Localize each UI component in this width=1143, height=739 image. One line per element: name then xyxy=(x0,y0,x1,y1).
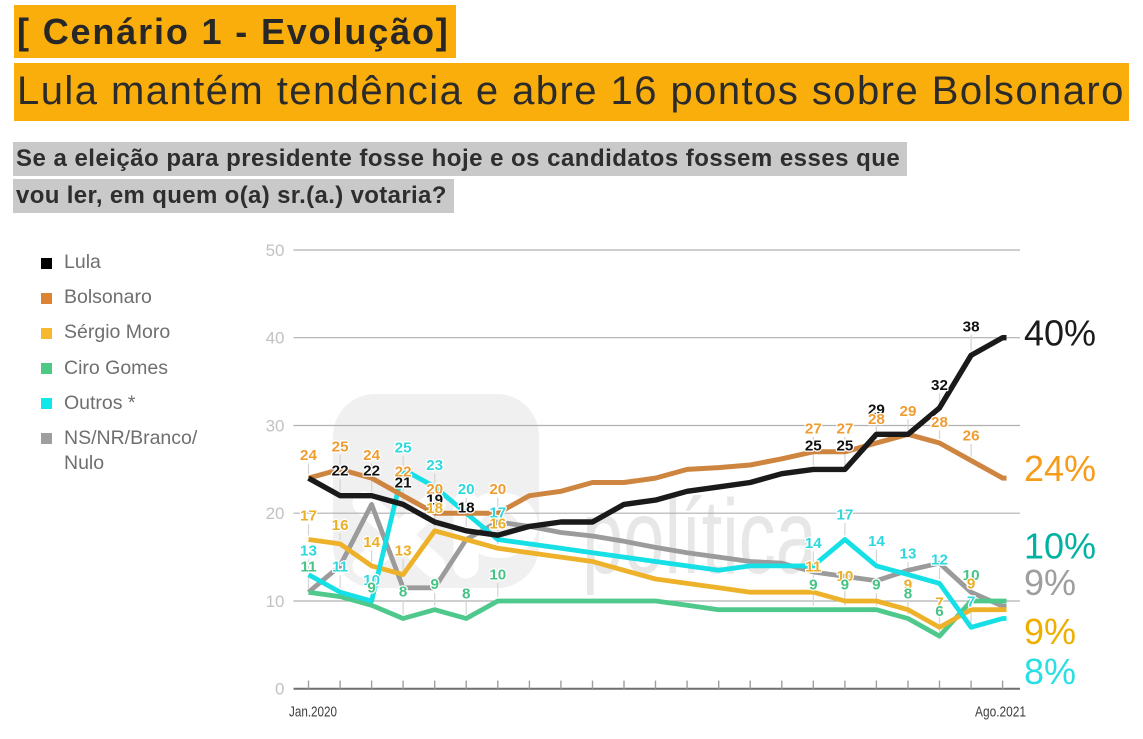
svg-text:19: 19 xyxy=(426,492,443,509)
svg-text:17: 17 xyxy=(489,505,506,522)
svg-text:8: 8 xyxy=(399,584,407,601)
svg-text:9%: 9% xyxy=(1024,611,1076,652)
svg-text:9: 9 xyxy=(841,577,849,594)
svg-text:Jan.2020: Jan.2020 xyxy=(289,705,337,721)
svg-text:0: 0 xyxy=(275,680,284,699)
svg-text:18: 18 xyxy=(426,500,443,517)
svg-text:40%: 40% xyxy=(1024,313,1096,354)
svg-text:16: 16 xyxy=(332,517,349,534)
svg-text:11: 11 xyxy=(805,559,822,576)
svg-text:29: 29 xyxy=(868,401,885,418)
svg-text:50: 50 xyxy=(266,241,285,260)
svg-text:10: 10 xyxy=(363,572,380,589)
svg-text:23: 23 xyxy=(426,457,443,474)
svg-text:11: 11 xyxy=(300,559,317,576)
svg-text:18: 18 xyxy=(458,499,475,516)
svg-text:40: 40 xyxy=(266,329,285,348)
svg-text:30: 30 xyxy=(266,417,285,436)
svg-text:21: 21 xyxy=(395,474,412,491)
svg-text:20: 20 xyxy=(266,504,285,523)
svg-text:10: 10 xyxy=(963,567,980,584)
svg-text:22: 22 xyxy=(363,463,380,480)
svg-text:17: 17 xyxy=(300,508,317,525)
svg-text:13: 13 xyxy=(900,546,917,563)
svg-text:7: 7 xyxy=(967,593,975,610)
svg-text:29: 29 xyxy=(900,403,917,420)
svg-text:12: 12 xyxy=(931,551,948,568)
svg-text:8: 8 xyxy=(462,586,470,603)
svg-text:14: 14 xyxy=(868,533,885,550)
svg-text:28: 28 xyxy=(868,411,885,428)
svg-text:14: 14 xyxy=(805,535,822,552)
svg-text:9: 9 xyxy=(809,577,817,594)
svg-text:20: 20 xyxy=(458,481,475,498)
svg-text:10: 10 xyxy=(836,568,853,585)
svg-text:Ago.2021: Ago.2021 xyxy=(975,705,1026,721)
svg-text:9: 9 xyxy=(967,576,975,593)
svg-text:16: 16 xyxy=(489,515,506,532)
svg-text:11: 11 xyxy=(332,559,349,576)
svg-text:24%: 24% xyxy=(1024,448,1096,489)
svg-text:25: 25 xyxy=(805,437,822,454)
svg-text:22: 22 xyxy=(332,463,349,480)
svg-text:20: 20 xyxy=(426,481,443,498)
svg-text:22: 22 xyxy=(395,464,412,481)
svg-text:política: política xyxy=(582,478,817,596)
svg-text:10: 10 xyxy=(266,592,285,611)
svg-text:32: 32 xyxy=(931,377,948,394)
svg-text:26: 26 xyxy=(963,428,980,445)
svg-text:20: 20 xyxy=(489,481,506,498)
svg-text:14: 14 xyxy=(363,534,380,551)
svg-text:7: 7 xyxy=(935,594,943,611)
svg-text:10%: 10% xyxy=(1024,526,1096,567)
svg-text:24: 24 xyxy=(300,447,317,464)
svg-text:9: 9 xyxy=(904,577,912,594)
svg-text:10: 10 xyxy=(489,567,506,584)
svg-text:6: 6 xyxy=(935,603,943,620)
svg-text:28: 28 xyxy=(931,414,948,431)
svg-text:17: 17 xyxy=(836,507,853,524)
svg-text:24: 24 xyxy=(363,447,380,464)
svg-text:13: 13 xyxy=(395,543,412,560)
svg-text:25: 25 xyxy=(395,439,412,456)
svg-text:9: 9 xyxy=(430,576,438,593)
svg-text:25: 25 xyxy=(836,437,853,454)
svg-text:9: 9 xyxy=(367,579,375,596)
svg-text:13: 13 xyxy=(300,543,317,560)
svg-text:27: 27 xyxy=(805,420,822,437)
svg-text:27: 27 xyxy=(836,420,853,437)
svg-text:25: 25 xyxy=(332,438,349,455)
svg-text:38: 38 xyxy=(963,318,980,335)
svg-text:9: 9 xyxy=(872,577,880,594)
svg-text:9%: 9% xyxy=(1024,562,1076,603)
svg-text:8: 8 xyxy=(904,586,912,603)
svg-text:8%: 8% xyxy=(1024,651,1076,692)
